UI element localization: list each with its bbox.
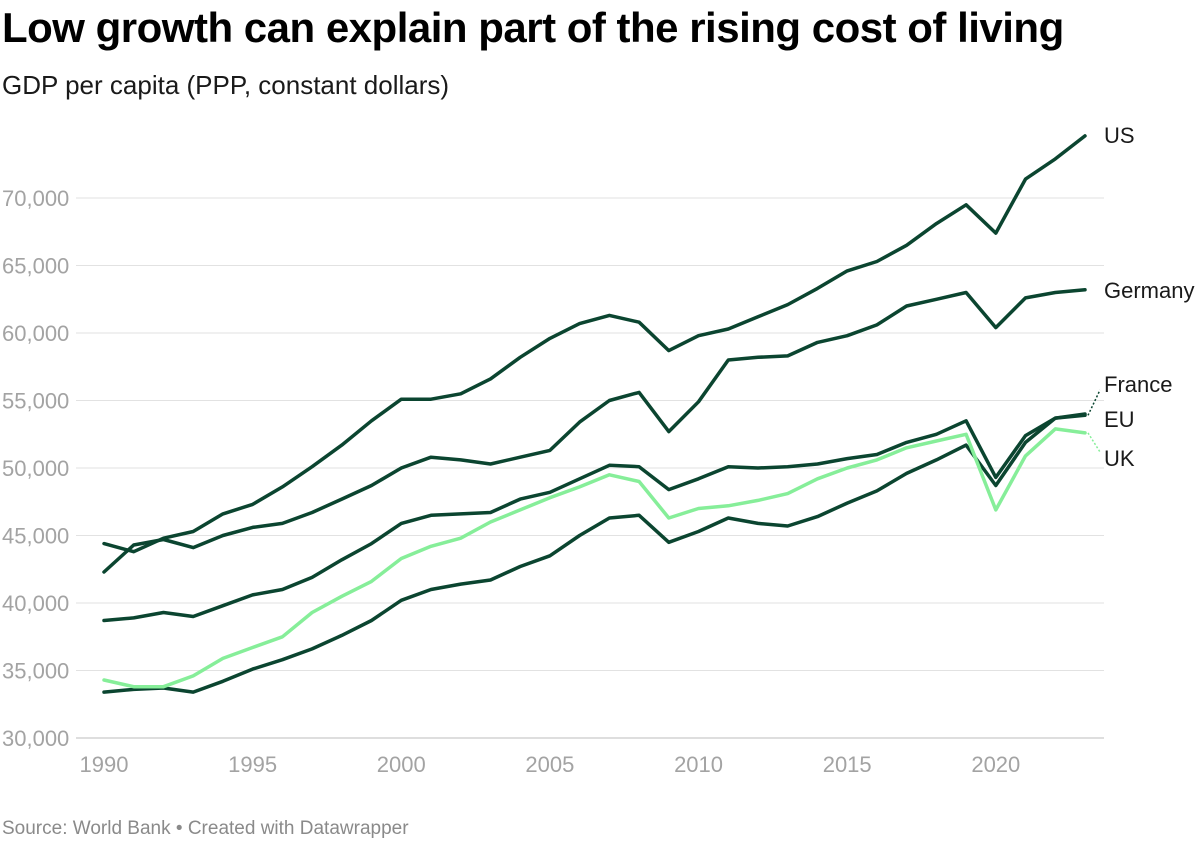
series-line-france: [102, 413, 1087, 623]
x-tick-label: 2010: [674, 752, 723, 777]
gridlines: [76, 197, 1104, 739]
y-tick-label: 45,000: [2, 524, 69, 549]
x-tick-label: 2015: [823, 752, 872, 777]
series-label-eu: EU: [1104, 407, 1135, 432]
x-axis-ticks: 1990 1995 2000 2005 2010 2015 2020: [80, 752, 1021, 777]
y-tick-label: 40,000: [2, 591, 69, 616]
y-tick-label: 50,000: [2, 456, 69, 481]
series-line-uk: [102, 427, 1087, 689]
series-lines: [102, 134, 1087, 694]
series-label-germany: Germany: [1104, 278, 1194, 303]
series-label-uk: UK: [1104, 446, 1135, 471]
label-connector-uk: [1087, 432, 1101, 453]
y-axis-ticks: 30,000 35,000 40,000 45,000 50,000 55,000 60,0…: [2, 186, 69, 751]
y-tick-label: 55,000: [2, 389, 69, 414]
series-line-germany: [102, 288, 1087, 574]
series-label-us: US: [1104, 123, 1135, 148]
x-tick-label: 2020: [971, 752, 1020, 777]
series-line-us: [102, 134, 1087, 554]
series-label-france: France: [1104, 372, 1172, 397]
series-labels: US Germany France EU UK: [1087, 123, 1194, 471]
y-tick-label: 70,000: [2, 186, 69, 211]
source-note: Source: World Bank • Created with Datawr…: [2, 818, 409, 839]
x-tick-label: 1995: [228, 752, 277, 777]
y-tick-label: 65,000: [2, 254, 69, 279]
y-tick-label: 60,000: [2, 321, 69, 346]
x-tick-label: 2000: [377, 752, 426, 777]
chart-subtitle: GDP per capita (PPP, constant dollars): [2, 70, 450, 100]
series-line-eu: [102, 412, 1087, 694]
label-connector-france: [1087, 389, 1101, 416]
y-tick-label: 35,000: [2, 659, 69, 684]
x-tick-label: 1990: [80, 752, 129, 777]
y-tick-label: 30,000: [2, 726, 69, 751]
chart-title: Low growth can explain part of the risin…: [2, 4, 1064, 51]
x-tick-label: 2005: [525, 752, 574, 777]
